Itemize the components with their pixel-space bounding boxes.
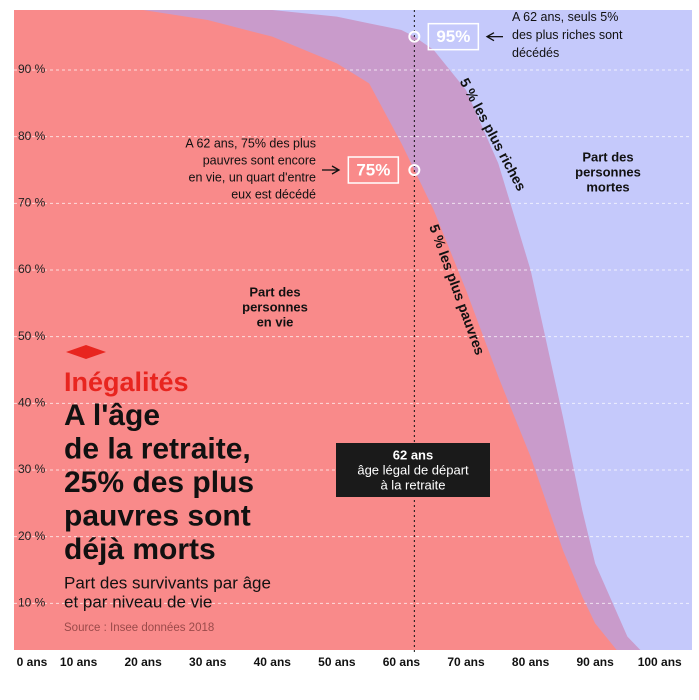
chart-title: Inégalités (64, 367, 189, 397)
x-tick-label: 0 ans (17, 655, 48, 669)
x-tick-label: 70 ans (447, 655, 485, 669)
note: A 62 ans, 75% des plus (185, 136, 316, 150)
region-label: personnes (242, 299, 308, 314)
headline: A l'âge (64, 399, 160, 432)
y-tick-label: 50 % (18, 329, 46, 343)
point (408, 164, 421, 176)
arrow-head (331, 165, 341, 175)
y-tick-label: 70 % (18, 196, 46, 210)
source: Source : Insee données 2018 (64, 622, 214, 634)
note: décédés (512, 46, 559, 60)
y-tick-label: 60 % (18, 262, 46, 276)
x-tick-label: 50 ans (318, 655, 356, 669)
region-label: Part des (582, 149, 633, 164)
diamond-icon (66, 345, 106, 359)
x-tick-label: 10 ans (60, 655, 98, 669)
x-tick-label: 30 ans (189, 655, 227, 669)
headline: pauvres sont (64, 499, 251, 532)
note: A 62 ans, seuls 5% (512, 10, 618, 24)
y-tick-label: 30 % (18, 462, 46, 476)
note: eux est décédé (231, 187, 316, 201)
x-tick-label: 90 ans (576, 655, 614, 669)
region-label: en vie (257, 314, 294, 329)
region-label: personnes (575, 164, 641, 179)
y-tick-label: 20 % (18, 529, 46, 543)
headline: 25% des plus (64, 466, 254, 499)
x-tick-label: 80 ans (512, 655, 550, 669)
callout-label: 75% (356, 160, 390, 179)
region-label: mortes (586, 179, 629, 194)
headline: déjà morts (64, 533, 216, 566)
y-tick-label: 90 % (18, 62, 46, 76)
callout-label: 95% (436, 27, 470, 46)
y-tick-label: 80 % (18, 129, 46, 143)
region-label: Part des (249, 284, 300, 299)
callout-box (347, 156, 400, 184)
overlay: 10 % 20 % 30 % 40 % 50 % 60 % 70 % 80 % 90 % 0 an… (17, 10, 682, 669)
subtitle: et par niveau de vie (64, 592, 212, 611)
headline: de la retraite, (64, 432, 251, 465)
x-tick-label: 40 ans (254, 655, 292, 669)
reference-label: à la retraite (380, 477, 445, 492)
reference-box (336, 443, 490, 497)
note: pauvres sont encore (203, 153, 316, 167)
y-tick-label: 10 % (18, 596, 46, 610)
x-tick-label: 20 ans (124, 655, 162, 669)
y-tick-label: 40 % (18, 396, 46, 410)
note: en vie, un quart d'entre (189, 170, 317, 184)
reference-label: 62 ans (393, 447, 433, 462)
reference-label: âge légal de départ (357, 462, 469, 477)
point (408, 30, 421, 43)
x-tick-label: 100 ans (638, 655, 682, 669)
note: des plus riches sont (512, 28, 623, 42)
subtitle: Part des survivants par âge (64, 573, 271, 592)
arrow-head (485, 32, 495, 42)
x-tick-label: 60 ans (383, 655, 421, 669)
callout-box (427, 22, 480, 51)
